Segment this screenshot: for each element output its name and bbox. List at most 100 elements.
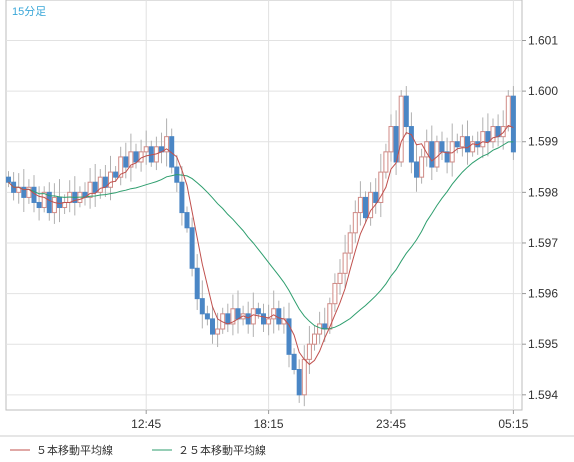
candle-body-down <box>225 313 231 325</box>
candle <box>368 182 374 226</box>
candle <box>342 234 348 288</box>
candle <box>291 348 297 375</box>
candle-body-up <box>271 308 277 320</box>
candle <box>332 273 338 312</box>
candle <box>210 306 215 344</box>
candle-body-down <box>204 313 210 320</box>
candle-body-down <box>245 313 251 325</box>
candle <box>261 303 266 333</box>
candle-body-up <box>357 196 363 214</box>
ma5-line <box>8 124 514 366</box>
candle-body-up <box>128 151 134 168</box>
legend: ５本移動平均線 ２５本移動平均線 <box>10 443 266 457</box>
candle <box>204 305 210 326</box>
candle-body-up <box>332 282 338 305</box>
candle-body-up <box>342 252 348 274</box>
candle <box>36 186 42 221</box>
candle-body-up <box>51 196 57 214</box>
candle-body-down <box>454 141 460 148</box>
candle <box>184 206 190 233</box>
candle-body-down <box>286 318 292 355</box>
candle <box>363 191 368 223</box>
y-tick-label: 1.596 <box>528 287 558 301</box>
candle <box>429 125 435 180</box>
candle <box>444 137 450 174</box>
candle <box>470 135 476 157</box>
candle <box>337 259 343 295</box>
candle-body-up <box>490 126 496 143</box>
candle-body-down <box>199 298 205 315</box>
candle-body-up <box>41 191 47 209</box>
candle-body-up <box>317 323 323 335</box>
candle <box>230 294 236 336</box>
y-tick-label: 1.595 <box>528 337 558 351</box>
candle <box>510 86 516 160</box>
legend-ma25-label: ２５本移動平均線 <box>178 443 266 457</box>
candle <box>485 113 491 157</box>
candle <box>92 164 98 207</box>
y-tick-label: 1.600 <box>528 84 558 98</box>
ma25-line <box>8 141 514 330</box>
candle-body-up <box>419 156 425 178</box>
candle <box>403 86 409 135</box>
candle <box>199 280 205 329</box>
candle <box>357 181 363 226</box>
candle-body-up <box>250 308 256 325</box>
candle-body-up <box>388 126 394 153</box>
x-tick-label: 23:45 <box>376 417 406 431</box>
candle-body-down <box>179 181 185 214</box>
candle <box>459 124 465 157</box>
candle <box>388 114 394 162</box>
candle <box>347 224 353 260</box>
candle-body-down <box>403 95 409 128</box>
x-tick-label: 05:15 <box>498 417 528 431</box>
candle-body-down <box>276 308 282 325</box>
candle-body-down <box>184 212 190 229</box>
candle-body-up <box>118 156 124 178</box>
candle <box>41 186 47 213</box>
candle-body-down <box>6 176 11 183</box>
candle-body-down <box>123 156 129 168</box>
candle-body-up <box>26 186 32 198</box>
candle-body-down <box>194 267 200 300</box>
candle-body-up <box>383 151 389 173</box>
x-tick-label: 12:45 <box>131 417 161 431</box>
candle-body-up <box>164 136 170 153</box>
candle <box>97 169 103 199</box>
candle <box>266 304 272 336</box>
candle-body-up <box>215 328 221 335</box>
candle-body-up <box>266 318 272 325</box>
candle-body-up <box>347 232 353 254</box>
candle <box>383 143 389 179</box>
candle <box>378 153 384 218</box>
plot-area <box>5 0 523 411</box>
candle-body-up <box>368 191 374 219</box>
candle-body-up <box>97 176 103 193</box>
candle <box>21 169 27 212</box>
y-tick-label: 1.597 <box>528 236 558 250</box>
candle-body-up <box>143 146 149 153</box>
candle-body-down <box>408 126 414 163</box>
candle <box>414 143 419 192</box>
candle-body-down <box>444 151 450 163</box>
candle-body-down <box>210 318 215 335</box>
candle-body-down <box>133 151 139 163</box>
candle <box>164 118 170 167</box>
candle <box>143 130 149 165</box>
candle-body-down <box>429 141 435 168</box>
candle-body-up <box>312 333 317 345</box>
candle <box>296 359 302 403</box>
candle <box>500 110 506 150</box>
candle-body-up <box>434 141 440 168</box>
candle-body-down <box>296 369 302 396</box>
y-axis: 1.594 1.595 1.596 1.597 1.598 1.599 1.600 1.601 <box>522 33 558 402</box>
candle <box>46 182 52 221</box>
candle-body-down <box>439 141 445 153</box>
candle-body-down <box>31 186 37 203</box>
candle <box>113 166 119 183</box>
candle-body-down <box>46 191 52 214</box>
candle-body-down <box>92 181 98 193</box>
candle <box>87 168 93 209</box>
timeframe-label: 15分足 <box>12 5 46 18</box>
